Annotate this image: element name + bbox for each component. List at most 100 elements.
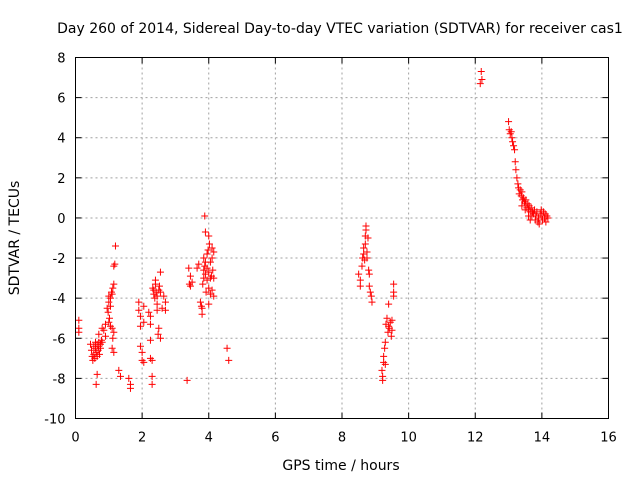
data-point (155, 324, 163, 332)
data-point (206, 258, 214, 266)
data-point (384, 328, 392, 336)
data-point (200, 254, 208, 262)
data-point (361, 240, 369, 248)
data-point (161, 298, 169, 306)
data-point (106, 294, 114, 302)
data-point (109, 334, 117, 342)
data-point (153, 306, 161, 314)
data-point (109, 284, 117, 292)
data-point (388, 326, 396, 334)
data-point (210, 292, 218, 300)
data-point (156, 288, 164, 296)
x-tick-label: 8 (338, 431, 346, 446)
data-point (105, 298, 113, 306)
data-point (136, 322, 144, 330)
data-point (507, 128, 515, 136)
data-point (153, 292, 161, 300)
data-point (478, 76, 486, 84)
data-point (363, 248, 371, 256)
data-point (140, 302, 148, 310)
data-point (518, 202, 526, 210)
data-point (110, 348, 118, 356)
data-point (208, 244, 216, 252)
y-tick-label: 6 (57, 92, 65, 107)
data-point (355, 270, 363, 278)
data-point (365, 266, 373, 274)
data-point (385, 300, 393, 308)
data-point (93, 370, 101, 378)
data-point (368, 298, 376, 306)
data-point (108, 344, 116, 352)
data-point (365, 270, 373, 278)
data-point (135, 306, 143, 314)
data-point (186, 282, 194, 290)
data-point (379, 376, 387, 384)
data-point (544, 214, 552, 222)
data-point (140, 358, 148, 366)
x-tick-label: 6 (271, 431, 279, 446)
data-point (75, 316, 83, 324)
data-point (106, 302, 114, 310)
data-point (140, 318, 148, 326)
data-point (210, 248, 218, 256)
y-tick-label: 8 (57, 52, 65, 67)
data-point (518, 188, 526, 196)
data-point (210, 274, 218, 282)
y-tick-label: -8 (53, 372, 66, 387)
data-point (135, 298, 143, 306)
data-point (508, 134, 516, 142)
x-axis-label: GPS time / hours (282, 458, 399, 474)
data-point (198, 304, 206, 312)
data-point (145, 308, 153, 316)
chart-title: Day 260 of 2014, Sidereal Day-to-day VTE… (57, 21, 623, 37)
data-point (356, 276, 364, 284)
data-point (196, 298, 204, 306)
data-point (381, 338, 389, 346)
data-point (208, 254, 216, 262)
data-point (136, 312, 144, 320)
data-point (363, 254, 371, 262)
data-point (378, 366, 386, 374)
data-point (111, 260, 119, 268)
data-point (364, 234, 372, 242)
data-point (188, 278, 196, 286)
data-point (511, 146, 519, 154)
y-axis-label: SDTVAR / TECUs (7, 181, 23, 296)
data-point (203, 264, 211, 272)
data-point (512, 166, 520, 174)
data-point (201, 212, 209, 220)
data-point (208, 286, 216, 294)
data-point (476, 80, 484, 88)
data-point (390, 280, 398, 288)
data-point (360, 244, 368, 252)
data-point (365, 282, 373, 290)
data-point (381, 360, 389, 368)
y-tick-label: -10 (44, 413, 65, 428)
data-point (155, 282, 163, 290)
data-point (521, 206, 529, 214)
data-point (156, 268, 164, 276)
data-point (513, 174, 521, 182)
data-point (205, 240, 213, 248)
data-point (477, 68, 485, 76)
data-point (186, 272, 194, 280)
x-tick-label: 10 (400, 431, 417, 446)
data-point (390, 288, 398, 296)
data-point (526, 216, 534, 224)
ticks-layer: 0 2 4 6 8 10 12 14 16 -10 -8 -6 -4 -2 0 2 4 6 8 (44, 52, 617, 446)
data-point (104, 308, 112, 316)
data-point (160, 292, 168, 300)
data-point (98, 338, 106, 346)
data-point (154, 330, 162, 338)
data-point (514, 180, 522, 188)
data-point (203, 250, 211, 258)
data-point (138, 348, 146, 356)
y-tick-label: 0 (57, 212, 65, 227)
data-point (87, 346, 95, 354)
data-point (95, 350, 103, 358)
data-point (116, 372, 124, 380)
data-point (148, 356, 156, 364)
data-point (525, 212, 533, 220)
data-point (101, 332, 109, 340)
